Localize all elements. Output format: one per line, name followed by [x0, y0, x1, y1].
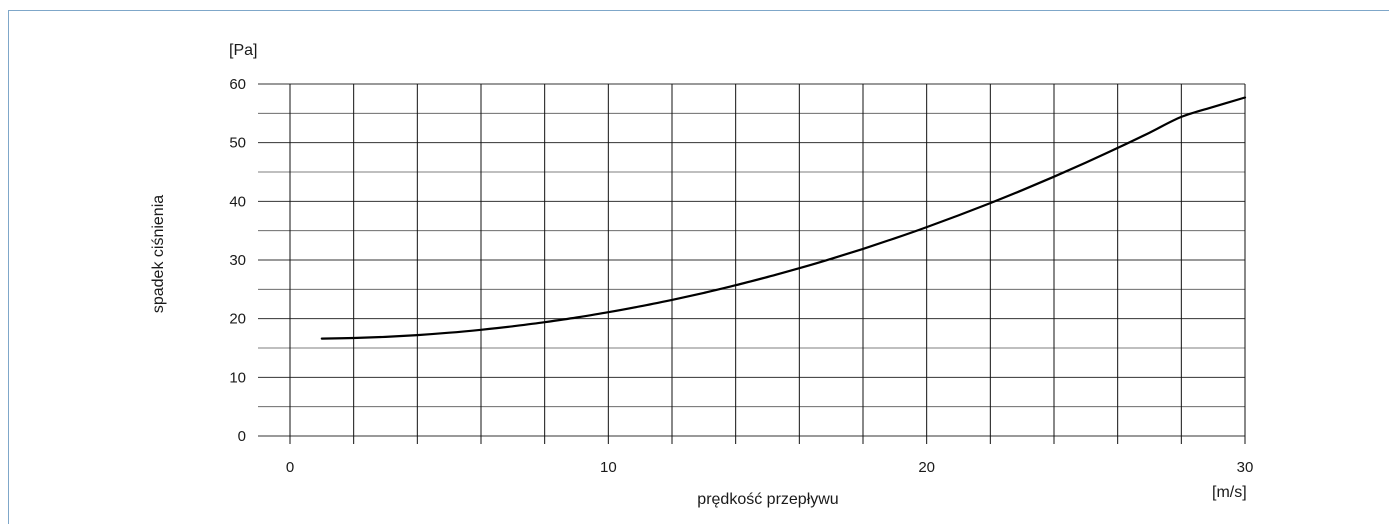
- y-axis-title: spadek ciśnienia: [150, 195, 167, 313]
- y-unit-label: [Pa]: [229, 42, 257, 59]
- grid: [258, 83, 1246, 444]
- series-line: [320, 96, 1247, 340]
- x-unit-label: [m/s]: [1212, 484, 1247, 501]
- x-tick-label: 0: [286, 459, 294, 476]
- chart-frame: [8, 10, 1389, 524]
- y-tick-label: 20: [229, 311, 246, 328]
- y-tick-label: 60: [229, 76, 246, 93]
- x-tick-label: 20: [918, 459, 935, 476]
- x-tick-label: 10: [600, 459, 617, 476]
- tick-labels: 0 10 20 30 40 50 60 0 10 20 30: [229, 76, 1253, 476]
- y-tick-label: 0: [238, 428, 246, 445]
- x-tick-label: 30: [1237, 459, 1254, 476]
- x-axis-title: prędkość przepływu: [697, 491, 838, 508]
- y-tick-label: 40: [229, 193, 246, 210]
- y-tick-label: 10: [229, 369, 246, 386]
- y-tick-label: 30: [229, 252, 246, 269]
- y-tick-label: 50: [229, 135, 246, 152]
